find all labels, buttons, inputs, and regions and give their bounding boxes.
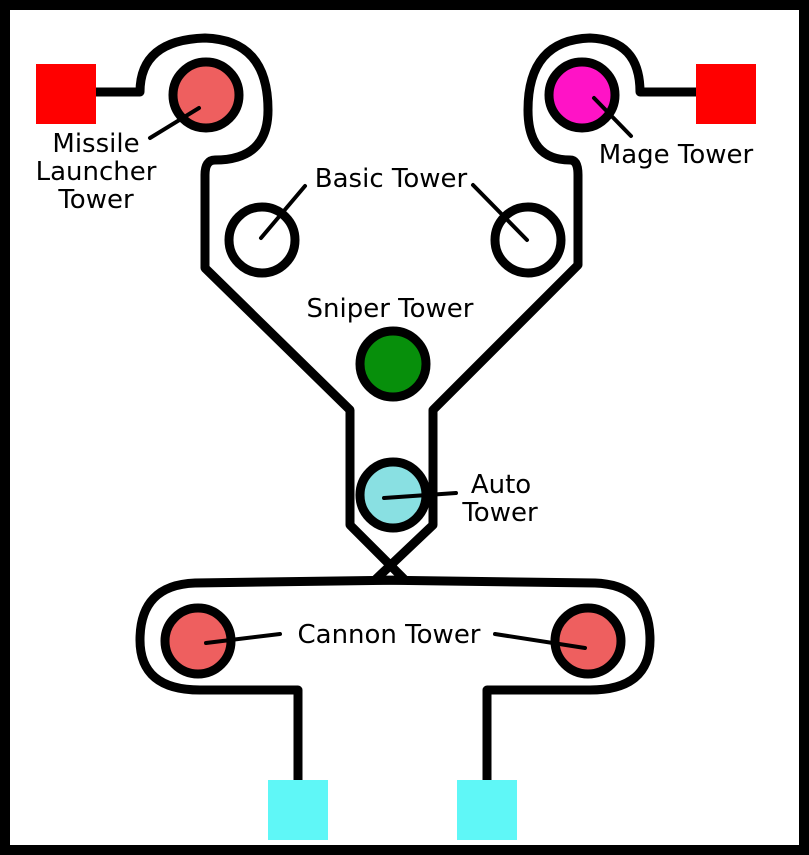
missile-label-line1: Missile [52, 129, 139, 159]
auto-label-line2: Tower [461, 498, 538, 528]
leader-lines [148, 96, 633, 650]
path-network [96, 33, 698, 782]
mage-tower [544, 57, 620, 133]
mage-label: Mage Tower [599, 140, 754, 170]
spawn-left-marker [36, 64, 96, 124]
sniper-tower [355, 326, 431, 402]
path-right-branch [371, 33, 698, 584]
basic-tower-left [224, 202, 300, 278]
leader-basic-left [259, 184, 307, 240]
path-bottom-loop [135, 575, 406, 782]
leader-missile [148, 106, 201, 140]
exit-left-marker [268, 780, 328, 840]
map-background [10, 10, 799, 845]
spawn-right-marker [696, 64, 756, 124]
auto-label-line1: Auto [471, 470, 531, 500]
basic-label: Basic Tower [315, 164, 468, 194]
path-left-branch [96, 33, 409, 584]
missile-label-line3: Tower [57, 185, 134, 215]
leader-basic-right [471, 183, 529, 242]
cannon-tower-right [550, 603, 626, 679]
leader-cannon-left [204, 632, 282, 645]
cannon-label: Cannon Tower [297, 620, 480, 650]
path-bottom-loop-right [374, 575, 655, 782]
sniper-label: Sniper Tower [307, 294, 474, 324]
leader-auto [382, 491, 458, 500]
leader-mage [592, 96, 633, 138]
missile-label-line2: Launcher [36, 157, 157, 187]
leader-cannon-right [493, 632, 587, 650]
exit-right-marker [457, 780, 517, 840]
